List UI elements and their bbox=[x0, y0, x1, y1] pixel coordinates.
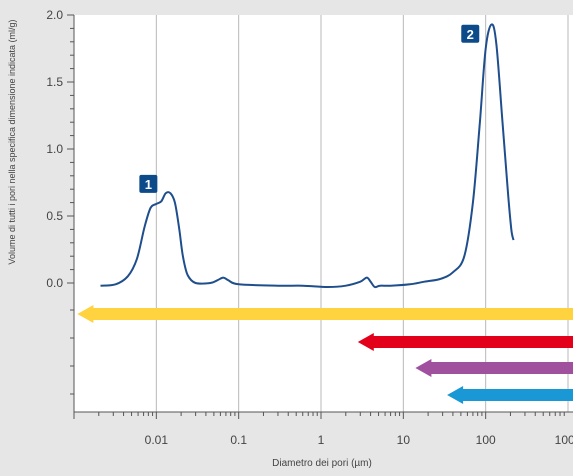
peak-marker-box bbox=[139, 174, 158, 193]
y-tick-label: 1.0 bbox=[46, 142, 63, 156]
range-arrow bbox=[357, 333, 573, 351]
y-axis-label: Volume di tutti i pori nella specifica d… bbox=[7, 19, 17, 264]
range-arrow bbox=[447, 386, 573, 404]
range-arrow bbox=[415, 359, 573, 377]
y-tick-label: 0.5 bbox=[46, 209, 63, 223]
x-tick-label: 0.01 bbox=[145, 433, 169, 447]
x-axis-label: Diametro dei pori (µm) bbox=[272, 458, 372, 469]
range-arrow bbox=[77, 305, 573, 323]
peak-marker-label: 1 bbox=[145, 177, 152, 192]
x-tick-label: 1 bbox=[318, 433, 325, 447]
series-line bbox=[100, 23, 515, 289]
x-tick-label: 10 bbox=[397, 433, 411, 447]
peak-marker-box bbox=[461, 24, 480, 43]
x-tick-label: 100 bbox=[476, 433, 496, 447]
y-tick-label: 0.0 bbox=[46, 276, 63, 290]
y-tick-label: 1.5 bbox=[46, 75, 63, 89]
peak-marker-label: 2 bbox=[467, 27, 474, 42]
y-tick-label: 2.0 bbox=[46, 8, 63, 22]
x-tick-label: 0.1 bbox=[230, 433, 247, 447]
x-tick-label: 1000 bbox=[555, 433, 573, 447]
